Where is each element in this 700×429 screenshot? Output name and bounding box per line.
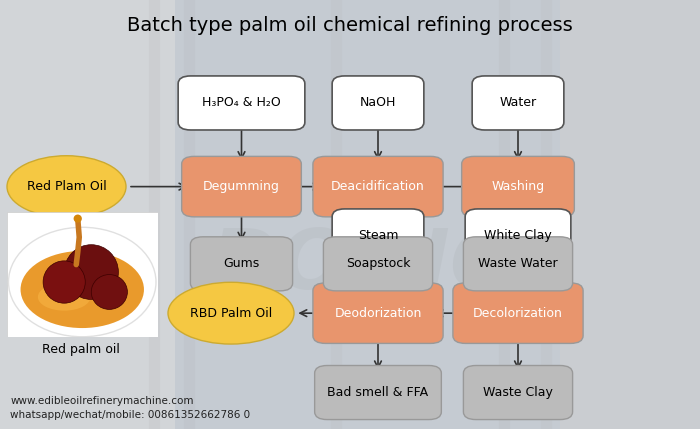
FancyBboxPatch shape [190,237,293,291]
Ellipse shape [7,156,126,218]
FancyBboxPatch shape [453,283,583,343]
Text: DOING: DOING [209,226,519,306]
Text: Waste Clay: Waste Clay [483,386,553,399]
FancyBboxPatch shape [178,76,304,130]
Ellipse shape [64,245,118,299]
Text: Washing: Washing [491,180,545,193]
Text: Deodorization: Deodorization [335,307,421,320]
FancyBboxPatch shape [465,209,571,263]
Ellipse shape [43,261,85,303]
FancyBboxPatch shape [462,156,574,217]
Ellipse shape [38,283,90,311]
Ellipse shape [74,214,82,223]
FancyBboxPatch shape [313,283,443,343]
FancyBboxPatch shape [472,76,564,130]
FancyBboxPatch shape [463,237,573,291]
FancyBboxPatch shape [181,156,302,217]
Text: H₃PO₄ & H₂O: H₃PO₄ & H₂O [202,97,281,109]
FancyBboxPatch shape [315,366,442,420]
FancyBboxPatch shape [560,0,700,429]
Text: Red palm oil: Red palm oil [41,343,120,356]
Text: www.edibleoilrefinerymachine.com
whatsapp/wechat/mobile: 00861352662786 0: www.edibleoilrefinerymachine.com whatsap… [10,396,251,420]
Text: Decolorization: Decolorization [473,307,563,320]
FancyBboxPatch shape [313,156,443,217]
Text: Waste Water: Waste Water [478,257,558,270]
Ellipse shape [91,275,127,309]
FancyBboxPatch shape [175,0,560,429]
Text: Bad smell & FFA: Bad smell & FFA [328,386,428,399]
FancyBboxPatch shape [463,366,573,420]
Text: Deacidification: Deacidification [331,180,425,193]
FancyBboxPatch shape [332,209,424,263]
Text: Degumming: Degumming [203,180,280,193]
Text: Steam: Steam [358,230,398,242]
Ellipse shape [8,227,156,337]
Text: NaOH: NaOH [360,97,396,109]
Text: Soapstock: Soapstock [346,257,410,270]
Ellipse shape [20,251,144,328]
Text: Gums: Gums [223,257,260,270]
Text: Water: Water [499,97,537,109]
FancyBboxPatch shape [0,0,175,429]
FancyBboxPatch shape [323,237,433,291]
FancyBboxPatch shape [332,76,424,130]
Ellipse shape [168,282,294,344]
Text: RBD Palm Oil: RBD Palm Oil [190,307,272,320]
Text: White Clay: White Clay [484,230,552,242]
Text: Red Plam Oil: Red Plam Oil [27,180,106,193]
Text: Batch type palm oil chemical refining process: Batch type palm oil chemical refining pr… [127,16,573,35]
